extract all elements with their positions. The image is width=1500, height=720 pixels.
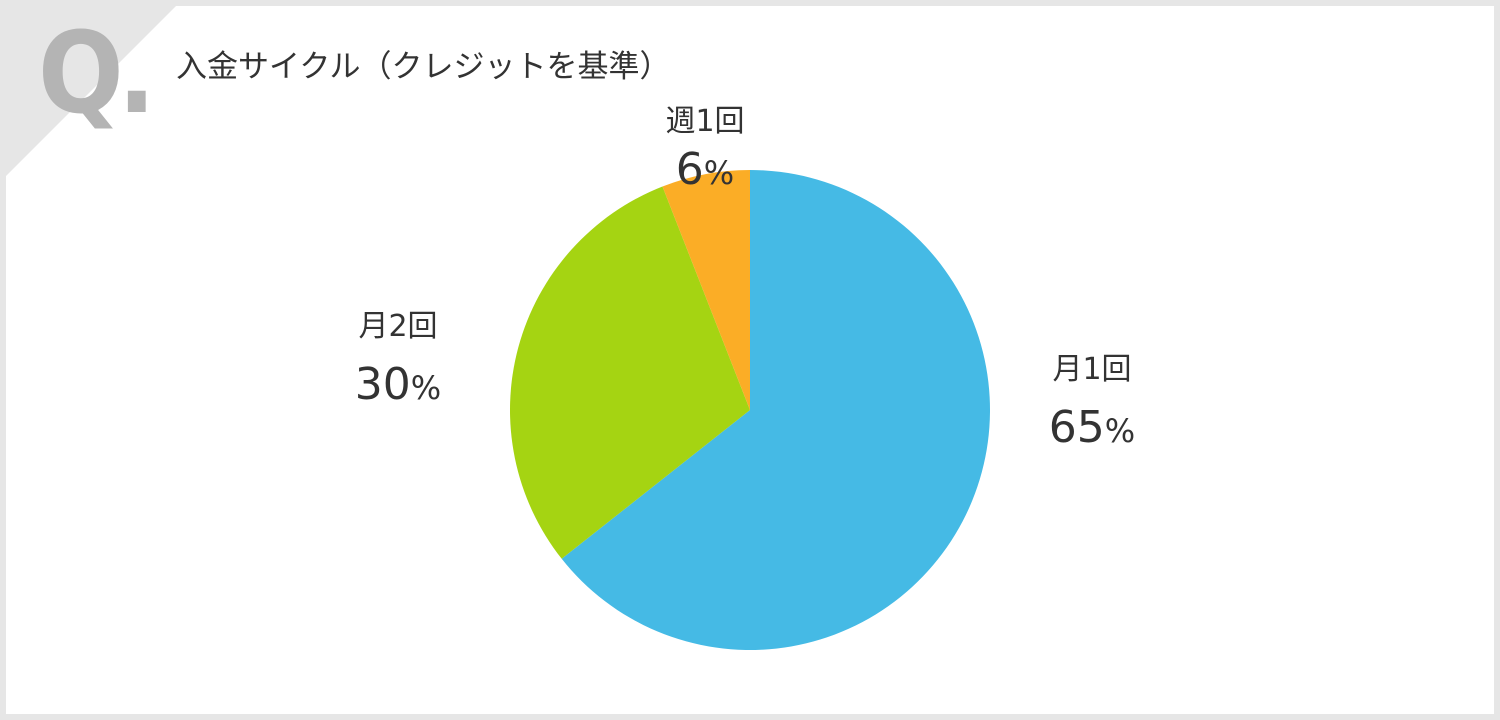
slice-value: 65% <box>1049 402 1135 457</box>
chart-title: 入金サイクル（クレジットを基準） <box>176 49 671 85</box>
slice-value-number: 65 <box>1048 402 1105 453</box>
slice-value-number: 6 <box>675 144 704 195</box>
pie-slice-monthly-2 <box>509 186 750 559</box>
slice-value-unit: % <box>410 369 442 407</box>
slice-label-monthly-1: 月1回 65% <box>1049 352 1135 457</box>
corner-triangle <box>6 6 176 176</box>
pie-slice-monthly-1 <box>561 170 991 650</box>
slice-value: 6% <box>665 144 744 199</box>
slice-name: 月2回 <box>358 309 438 344</box>
slice-value-unit: % <box>703 154 735 192</box>
pie-slice-weekly-1 <box>662 170 750 410</box>
corner-decoration <box>6 6 176 176</box>
slice-name: 月1回 <box>1052 352 1132 387</box>
slice-value: 30% <box>355 359 441 414</box>
slice-label-weekly-1: 週1回 6% <box>665 104 744 199</box>
slice-name: 週1回 <box>665 104 745 139</box>
slice-label-monthly-2: 月2回 30% <box>355 309 441 414</box>
slice-value-unit: % <box>1104 412 1136 450</box>
question-mark: Q. <box>38 9 156 139</box>
slice-value-number: 30 <box>354 359 411 410</box>
